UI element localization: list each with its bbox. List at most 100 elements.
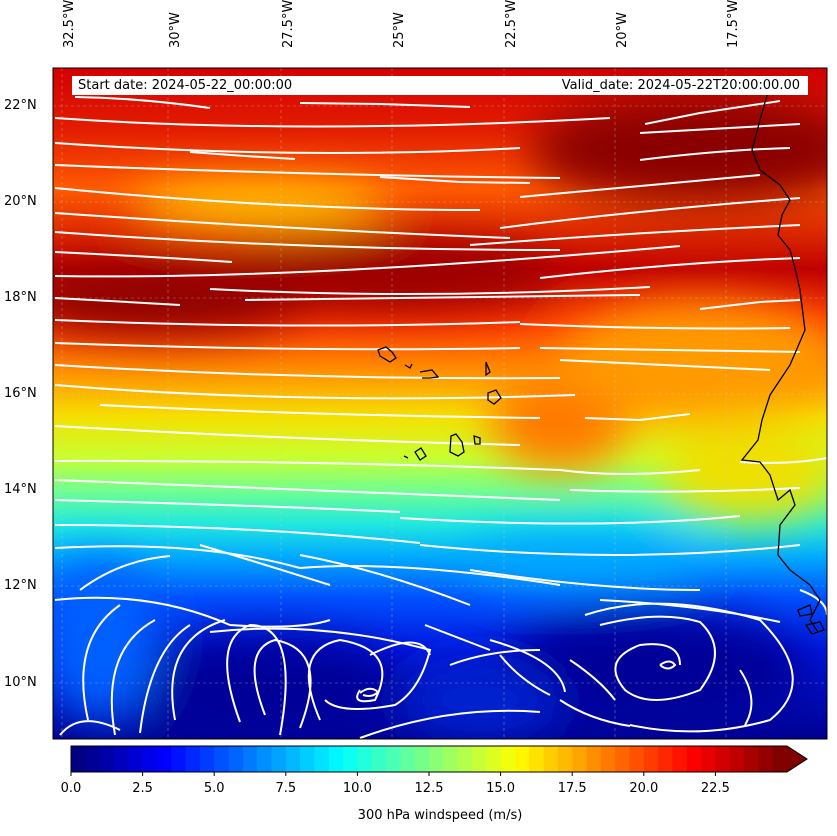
streamline	[139, 624, 191, 734]
streamline	[539, 347, 801, 353]
colorbar-outline	[70, 745, 808, 773]
colorbar-segment	[300, 746, 316, 772]
lon-label: 32.5°W	[62, 0, 77, 48]
streamline	[469, 569, 701, 591]
streamline	[359, 709, 541, 739]
colorbar-segment	[429, 746, 444, 772]
colorbar-segment	[357, 746, 373, 772]
colorbar-segment	[500, 746, 516, 772]
colorbar-segment	[557, 746, 573, 772]
streamline	[519, 323, 791, 330]
colorbar-segment	[586, 746, 602, 772]
island-outline	[403, 455, 409, 459]
lon-label: 17.5°W	[726, 0, 741, 48]
streamline	[54, 545, 561, 586]
streamline	[539, 257, 801, 279]
lon-label: 25°W	[392, 12, 407, 48]
streamline	[54, 499, 401, 513]
colorbar-segment	[128, 746, 144, 772]
colorbar-segment	[543, 746, 559, 772]
streamline	[54, 245, 681, 278]
colorbar-tick-label: 10.0	[342, 781, 372, 796]
streamline	[584, 602, 794, 733]
colorbar-segment	[228, 746, 244, 772]
colorbar-segment	[199, 746, 215, 772]
streamline	[599, 615, 716, 701]
colorbar-segment	[371, 746, 387, 772]
streamline	[54, 479, 561, 501]
africa-coastline	[740, 84, 821, 633]
streamline	[54, 231, 561, 251]
island-outline	[449, 433, 465, 457]
colorbar-segment	[600, 746, 616, 772]
streamline	[226, 623, 287, 736]
streamline	[209, 627, 432, 710]
lat-label: 16°N	[4, 386, 37, 401]
streamline	[584, 413, 691, 422]
start-date-text: Start date: 2024-05-22_00:00:00	[78, 78, 293, 93]
streamline	[359, 687, 380, 697]
streamline	[369, 641, 431, 656]
colorbar	[70, 745, 808, 776]
streamline	[419, 544, 801, 556]
colorbar-segment	[113, 746, 129, 772]
streamline	[54, 212, 511, 239]
colorbar-segment	[443, 746, 459, 772]
colorbar-segment	[171, 746, 187, 772]
colorbar-tick-label: 20.0	[629, 781, 659, 796]
colorbar-segment	[99, 746, 115, 772]
colorbar-segment	[729, 746, 745, 772]
colorbar-segment	[142, 746, 158, 772]
island-outline	[404, 363, 413, 369]
lon-label: 30°W	[168, 12, 183, 48]
colorbar-segment	[386, 746, 401, 772]
lon-label: 20°W	[615, 12, 630, 48]
colorbar-segment	[615, 746, 631, 772]
streamline	[82, 604, 121, 721]
streamline	[644, 100, 781, 125]
streamline	[110, 619, 156, 736]
colorbar-segment	[214, 746, 230, 772]
lat-label: 10°N	[4, 675, 37, 690]
colorbar-extend-arrow	[787, 746, 807, 772]
streamline	[54, 251, 233, 263]
map-frame	[52, 67, 828, 740]
streamline	[199, 544, 331, 586]
colorbar-title: 300 hPa windspeed (m/s)	[357, 808, 523, 823]
streamline	[307, 638, 384, 721]
streamline	[379, 176, 531, 184]
streamline	[599, 599, 781, 623]
colorbar-segment	[400, 746, 416, 772]
island-outline	[487, 389, 502, 405]
colorbar-segment	[457, 746, 473, 772]
streamline	[449, 649, 541, 666]
island-outline	[419, 369, 440, 379]
island-outline	[804, 621, 825, 635]
colorbar-tick-label: 22.5	[700, 781, 730, 796]
lat-label: 14°N	[4, 482, 37, 497]
streamline	[659, 660, 677, 670]
colorbar-tick-label: 0.0	[60, 781, 82, 796]
colorbar-segment	[314, 746, 330, 772]
streamlines	[54, 96, 827, 739]
colorbar-segment	[529, 746, 545, 772]
streamline	[639, 123, 801, 134]
colorbar-segment	[715, 746, 731, 772]
colorbar-segment	[156, 746, 172, 772]
streamline	[54, 364, 561, 380]
colorbar-tick-label: 15.0	[486, 781, 516, 796]
valid-date-text: Valid_date: 2024-05-22T20:00:00.00	[561, 78, 800, 93]
lat-label: 20°N	[4, 194, 37, 209]
colorbar-segment	[672, 746, 688, 772]
colorbar-tick-label: 7.5	[275, 781, 297, 796]
streamline	[54, 142, 521, 154]
colorbar-segment	[643, 746, 659, 772]
colorbar-segment	[414, 746, 430, 772]
colorbar-segment	[271, 746, 287, 772]
colorbar-segment	[343, 746, 358, 772]
streamline	[699, 299, 801, 310]
streamline	[54, 459, 701, 475]
colorbar-segment	[85, 746, 101, 772]
streamline	[59, 720, 121, 736]
